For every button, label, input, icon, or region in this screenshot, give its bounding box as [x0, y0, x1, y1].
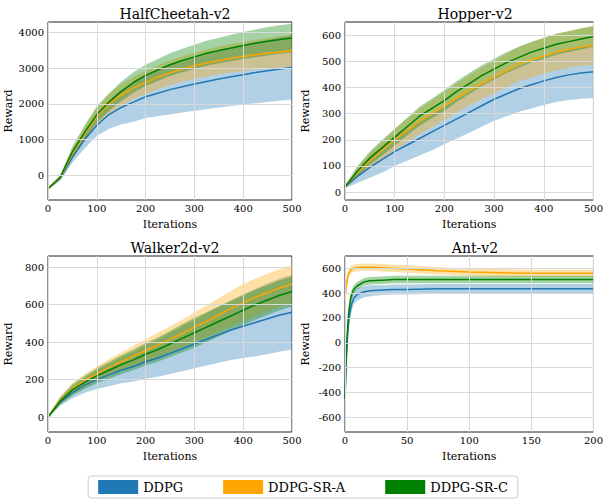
svg-text:0: 0 — [38, 170, 44, 181]
svg-text:Iterations: Iterations — [143, 450, 198, 463]
svg-text:100: 100 — [385, 203, 404, 214]
svg-text:300: 300 — [185, 435, 204, 446]
svg-text:400: 400 — [322, 82, 341, 93]
svg-text:500: 500 — [322, 56, 341, 67]
svg-text:100: 100 — [87, 203, 106, 214]
svg-text:Reward: Reward — [299, 322, 312, 365]
svg-text:800: 800 — [25, 262, 44, 273]
svg-text:300: 300 — [485, 203, 504, 214]
svg-text:200: 200 — [136, 435, 155, 446]
svg-text:400: 400 — [234, 435, 253, 446]
svg-text:Ant-v2: Ant-v2 — [451, 240, 498, 256]
svg-text:150: 150 — [522, 435, 541, 446]
svg-text:4000: 4000 — [19, 27, 44, 38]
svg-text:400: 400 — [534, 203, 553, 214]
svg-text:Iterations: Iterations — [143, 218, 198, 231]
svg-text:100: 100 — [87, 435, 106, 446]
svg-text:1000: 1000 — [19, 134, 44, 145]
svg-text:500: 500 — [584, 203, 603, 214]
svg-text:600: 600 — [25, 299, 44, 310]
svg-text:200: 200 — [136, 203, 155, 214]
svg-text:200: 200 — [322, 312, 341, 323]
svg-text:100: 100 — [322, 160, 341, 171]
svg-text:0: 0 — [45, 435, 51, 446]
svg-text:400: 400 — [322, 288, 341, 299]
svg-text:HalfCheetah-v2: HalfCheetah-v2 — [119, 6, 230, 22]
svg-text:-200: -200 — [319, 362, 341, 373]
svg-text:500: 500 — [282, 203, 301, 214]
svg-text:200: 200 — [435, 203, 454, 214]
svg-text:0: 0 — [335, 187, 341, 198]
svg-text:100: 100 — [460, 435, 479, 446]
svg-text:DDPG-SR-C: DDPG-SR-C — [430, 480, 508, 495]
svg-text:Hopper-v2: Hopper-v2 — [437, 6, 512, 22]
svg-text:2000: 2000 — [19, 98, 44, 109]
svg-text:300: 300 — [322, 108, 341, 119]
svg-text:600: 600 — [322, 263, 341, 274]
svg-text:200: 200 — [25, 374, 44, 385]
svg-text:-600: -600 — [319, 412, 341, 423]
svg-text:500: 500 — [282, 435, 301, 446]
svg-text:200: 200 — [584, 435, 603, 446]
svg-text:0: 0 — [342, 203, 348, 214]
svg-text:50: 50 — [401, 435, 414, 446]
svg-text:DDPG-SR-A: DDPG-SR-A — [268, 480, 346, 495]
svg-text:0: 0 — [335, 337, 341, 348]
svg-text:300: 300 — [185, 203, 204, 214]
svg-text:0: 0 — [38, 412, 44, 423]
svg-text:Walker2d-v2: Walker2d-v2 — [131, 240, 220, 256]
svg-text:Reward: Reward — [2, 322, 15, 365]
svg-text:0: 0 — [342, 435, 348, 446]
svg-text:DDPG: DDPG — [143, 480, 183, 495]
svg-text:Reward: Reward — [299, 89, 312, 132]
svg-text:3000: 3000 — [19, 63, 44, 74]
svg-text:400: 400 — [234, 203, 253, 214]
svg-text:Reward: Reward — [2, 89, 15, 132]
svg-text:Iterations: Iterations — [442, 218, 497, 231]
svg-text:Iterations: Iterations — [442, 450, 497, 463]
svg-text:600: 600 — [322, 30, 341, 41]
svg-text:-400: -400 — [319, 387, 341, 398]
svg-text:0: 0 — [45, 203, 51, 214]
svg-text:200: 200 — [322, 134, 341, 145]
svg-text:400: 400 — [25, 337, 44, 348]
